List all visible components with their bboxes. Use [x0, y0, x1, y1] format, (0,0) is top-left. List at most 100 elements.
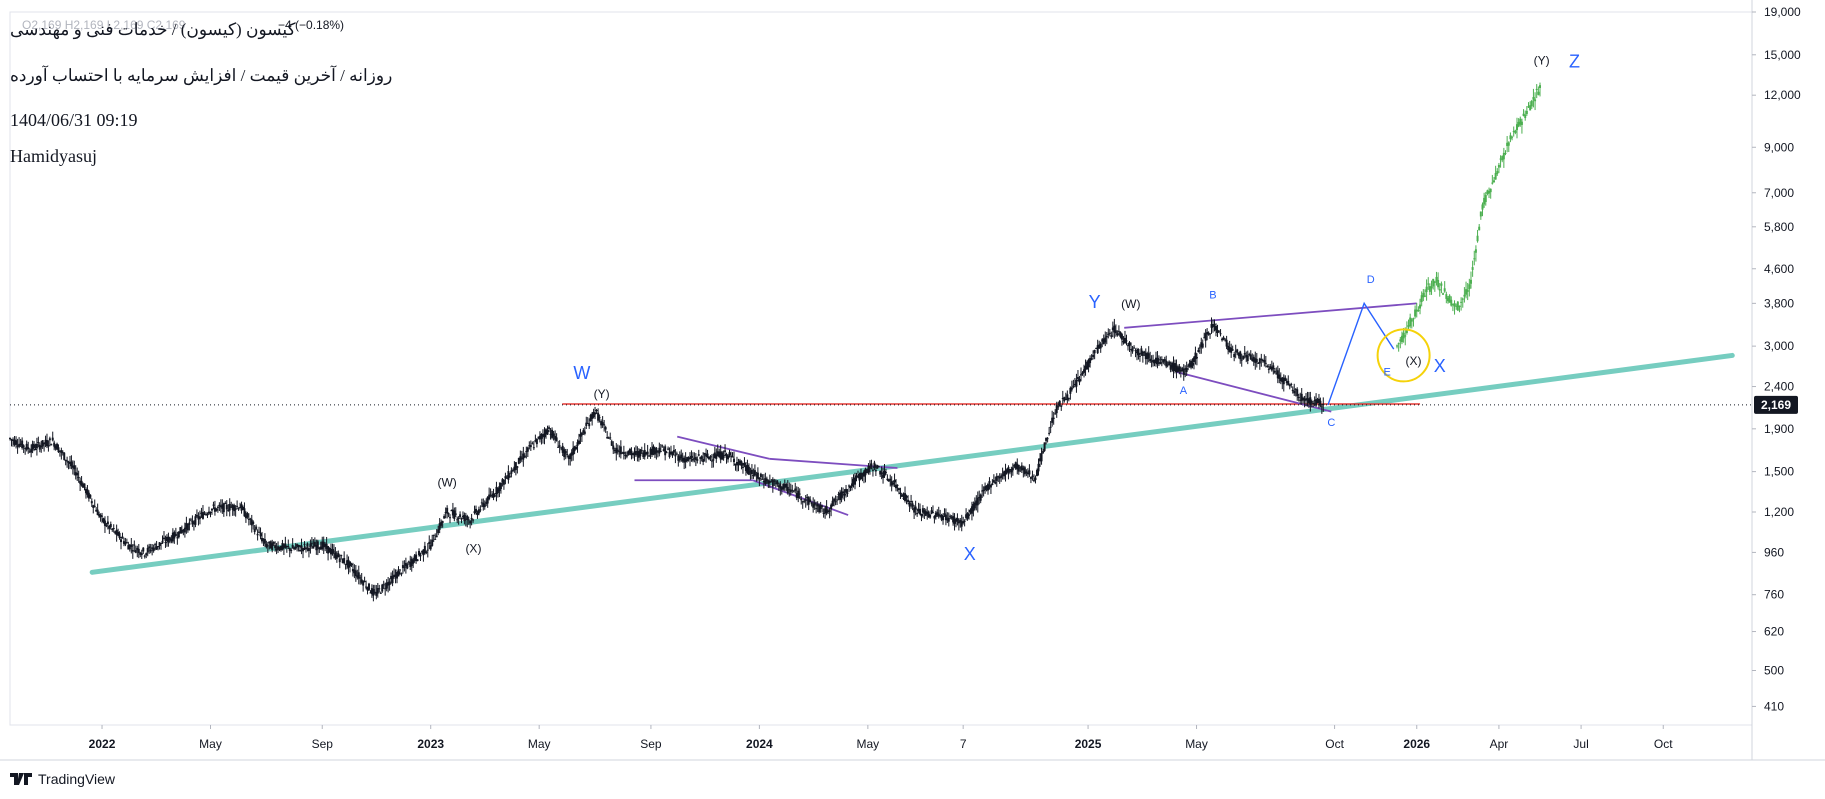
- candle-body: [609, 437, 612, 439]
- candle-body: [1076, 377, 1079, 379]
- candle-body: [498, 486, 501, 492]
- candle-body: [1004, 470, 1007, 475]
- candle-body: [773, 480, 776, 482]
- wave-label: (W): [437, 476, 456, 490]
- projection-candle-body: [1456, 301, 1459, 311]
- candle-body: [732, 458, 735, 463]
- candle-body: [1067, 398, 1070, 400]
- candle-body: [1057, 406, 1060, 408]
- candle-body: [9, 438, 11, 440]
- candle-body: [944, 514, 947, 521]
- projection-candle-body: [1476, 235, 1479, 242]
- candle-body: [995, 476, 998, 481]
- candle-body: [124, 542, 127, 545]
- x-tick-label: 2025: [1075, 737, 1102, 751]
- candle-body: [378, 588, 381, 590]
- x-tick-label: May: [1185, 737, 1208, 751]
- wave-label: B: [1209, 290, 1216, 302]
- y-tick-label: 500: [1764, 663, 1784, 677]
- candle-body: [185, 523, 188, 529]
- wave-label: (X): [1405, 354, 1421, 368]
- candle-body: [390, 575, 393, 580]
- candle-body: [905, 496, 908, 498]
- candle-body: [57, 447, 60, 453]
- candle-body: [580, 432, 583, 436]
- candle-body: [1114, 330, 1117, 334]
- projection-candle-body: [1438, 289, 1441, 291]
- candle-body: [877, 466, 880, 468]
- candle-body: [1163, 359, 1166, 362]
- projection-candle-body: [1469, 279, 1472, 284]
- candle-body: [1239, 351, 1242, 360]
- candle-body: [1300, 393, 1303, 401]
- candle-body: [109, 523, 112, 528]
- candle-body: [86, 489, 89, 495]
- candle-body: [747, 466, 750, 475]
- pattern-line-6: [1176, 371, 1332, 413]
- candle-body: [690, 455, 693, 458]
- candle-body: [291, 545, 294, 549]
- candle-body: [315, 545, 318, 551]
- candle-body: [846, 492, 849, 494]
- candle-body: [900, 494, 903, 497]
- candle-body: [883, 470, 886, 477]
- candle-body: [429, 545, 432, 550]
- x-tick-label: 2023: [417, 737, 444, 751]
- candle-body: [750, 469, 753, 475]
- candle-body: [880, 472, 883, 475]
- candle-body: [285, 545, 288, 547]
- candle-body: [341, 558, 344, 563]
- candle-body: [1137, 349, 1140, 356]
- candle-body: [146, 547, 149, 553]
- tradingview-logo[interactable]: TradingView: [10, 771, 115, 787]
- candle-body: [1288, 384, 1291, 387]
- candle-body: [812, 504, 815, 508]
- candle-body: [810, 502, 813, 505]
- candle-body: [321, 541, 324, 550]
- candle-body: [703, 453, 706, 455]
- candle-body: [889, 478, 892, 481]
- projection-candle-body: [1419, 304, 1422, 309]
- candle-body: [725, 453, 728, 458]
- candle-body: [477, 509, 480, 514]
- candle-body: [1042, 451, 1045, 453]
- candle-body: [693, 457, 696, 459]
- candle-body: [1279, 377, 1282, 381]
- projection-candle-body: [1499, 158, 1502, 160]
- candle-body: [1272, 365, 1275, 369]
- candle-body: [299, 549, 302, 552]
- candle-body: [168, 537, 171, 541]
- candle-body: [755, 474, 758, 476]
- candle-body: [989, 484, 992, 488]
- projection-candle-body: [1396, 345, 1399, 347]
- candle-body: [493, 495, 496, 497]
- candle-body: [1248, 353, 1251, 355]
- candle-body: [564, 451, 567, 454]
- candle-body: [1061, 397, 1064, 399]
- projection-candle-body: [1415, 309, 1418, 312]
- x-tick-label: 2024: [746, 737, 773, 751]
- candle-body: [697, 454, 700, 456]
- candle-body: [1048, 432, 1051, 434]
- candle-body: [213, 507, 216, 512]
- candle-body: [151, 547, 154, 549]
- candle-body: [803, 500, 806, 502]
- candle-body: [303, 543, 306, 545]
- candle-body: [1046, 438, 1049, 440]
- candle-body: [1316, 399, 1319, 404]
- candle-body: [428, 541, 431, 545]
- candle-body: [1017, 464, 1020, 472]
- candle-body: [643, 449, 646, 457]
- candle-body: [353, 569, 356, 574]
- wave-label: Y: [1089, 292, 1101, 312]
- candle-body: [1001, 474, 1004, 476]
- candle-body: [426, 549, 429, 551]
- candle-body: [183, 527, 186, 533]
- candle-body: [728, 452, 731, 456]
- candle-body: [312, 546, 315, 549]
- candle-body: [1019, 467, 1022, 469]
- candle-body: [855, 475, 858, 478]
- candle-body: [45, 440, 48, 447]
